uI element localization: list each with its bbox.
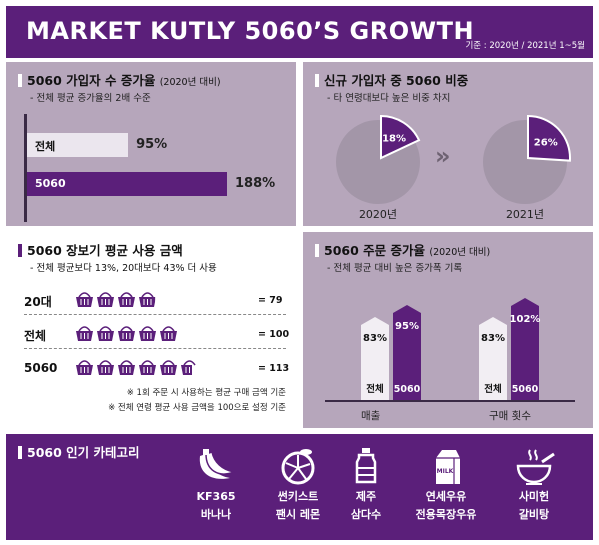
footnote: ※ 1회 주문 시 사용하는 평균 구매 금액 기준	[126, 388, 286, 398]
pie-value-label: 18%	[382, 133, 406, 144]
basket-icon	[76, 360, 93, 375]
category-line1: 사미헌	[518, 490, 550, 503]
category-line2: 갈비탕	[518, 508, 550, 521]
banana-icon	[199, 449, 237, 479]
pie-year-label: 2020년	[359, 208, 397, 221]
bar-value-label: 95%	[136, 137, 168, 152]
category-line1: 제주	[355, 490, 377, 503]
panel-subtitle: - 전체 평균 대비 높은 증가폭 기록	[327, 263, 463, 274]
bar-label: 5060	[35, 177, 66, 190]
bar-전체	[361, 317, 389, 400]
basket-icon	[181, 360, 196, 375]
panel-subtitle: - 전체 평균보다 13%, 20대보다 43% 더 사용	[30, 263, 217, 274]
row-divider	[24, 348, 286, 349]
pie-year-label: 2021년	[506, 208, 544, 221]
bar-value-label: 102%	[510, 314, 541, 325]
header-banner: MARKET KUTLY 5060’S GROWTH 기준 : 2020년 / …	[6, 6, 593, 58]
row-label: 5060	[24, 361, 58, 375]
category-item: 썬키스트 팬시 레몬	[258, 446, 338, 522]
period-basis: 기준 : 2020년 / 2021년 1~5월	[465, 41, 585, 51]
basket-icon	[118, 360, 135, 375]
pie-slice-5060	[380, 114, 421, 160]
soup-bowl-icon	[516, 449, 555, 485]
arrow-chevron-icon: »	[435, 142, 451, 170]
basket-icon	[97, 326, 114, 341]
new-subscriber-share-panel: 신규 가입자 중 5060 비중 - 타 연령대보다 높은 비중 차지 18% 2…	[303, 62, 593, 226]
pie-charts: 18% 2020년 26% 2021년	[336, 114, 571, 221]
panel-title: 5060 가입자 수 증가율 (2020년 대비)	[18, 70, 221, 89]
footnote: ※ 전체 연령 평균 사용 금액을 100으로 설정 기준	[108, 403, 286, 413]
category-line2: 팬시 레몬	[275, 508, 321, 521]
basket-icon	[97, 360, 114, 375]
category-item: MILK 연세우유 전용목장우유	[406, 446, 486, 522]
bar-5060	[393, 305, 421, 400]
category-label: 매출	[361, 410, 381, 422]
category-line1: 연세우유	[425, 490, 467, 503]
average-spend-panel: 5060 장보기 평균 사용 금액 - 전체 평균보다 13%, 20대보다 4…	[6, 232, 296, 428]
row-label: 전체	[24, 329, 47, 343]
basket-icon	[76, 326, 93, 341]
basket-icon	[160, 360, 177, 375]
milk-carton-icon: MILK	[436, 450, 460, 484]
pie-slice-5060	[527, 114, 571, 162]
bar-전체	[479, 317, 507, 400]
row-label: 20대	[24, 295, 52, 309]
bar-series-label: 5060	[512, 384, 539, 395]
category-line1: KF365	[196, 490, 236, 503]
category-label: 구매 횟수	[489, 410, 531, 422]
basket-icon	[139, 326, 156, 341]
chart-baseline	[325, 400, 575, 402]
lemon-icon	[281, 449, 315, 485]
pie-value-label: 26%	[534, 137, 558, 148]
basket-pictogram	[76, 326, 177, 341]
bar-value-label: 83%	[363, 333, 387, 344]
category-line2: 전용목장우유	[415, 508, 477, 521]
basket-icon	[118, 292, 135, 307]
panel-subtitle: - 전체 평균 증가율의 2배 수준	[30, 93, 151, 104]
basket-icon	[97, 292, 114, 307]
panel-title: 5060 장보기 평균 사용 금액	[18, 240, 183, 259]
row-divider	[24, 314, 286, 315]
row-value: = 100	[258, 329, 290, 340]
category-line1: 썬키스트	[277, 490, 319, 503]
basket-icon	[139, 292, 156, 307]
panel-title: 5060 인기 카테고리	[18, 442, 140, 461]
milk-label: MILK	[437, 468, 454, 475]
bar-axis	[24, 114, 27, 222]
basket-icon	[76, 292, 93, 307]
bar-value-label: 83%	[481, 333, 505, 344]
basket-pictogram	[76, 292, 156, 307]
bar-series-label: 전체	[484, 383, 501, 395]
panel-title: 5060 주문 증가율 (2020년 대비)	[315, 240, 490, 259]
subscriber-growth-panel: 5060 가입자 수 증가율 (2020년 대비) - 전체 평균 증가율의 2…	[6, 62, 296, 226]
bar-label: 전체	[35, 140, 56, 153]
category-item: KF365 바나나	[176, 446, 256, 522]
basket-pictogram	[76, 360, 196, 375]
panel-title: 신규 가입자 중 5060 비중	[315, 70, 468, 89]
bar-series-label: 전체	[366, 383, 383, 395]
category-line2: 삼다수	[350, 508, 382, 521]
bar-value-label: 95%	[395, 321, 419, 332]
bar-value-label: 188%	[235, 176, 276, 191]
category-item: 사미헌 갈비탕	[494, 446, 574, 522]
bar-5060: 5060	[27, 172, 227, 196]
basket-icon	[118, 326, 135, 341]
category-line2: 바나나	[200, 508, 232, 521]
basket-icon	[160, 326, 177, 341]
bar-series-label: 5060	[394, 384, 421, 395]
bar-전체: 전체	[27, 133, 129, 157]
water-bottle-icon	[355, 448, 377, 484]
row-value: = 79	[258, 295, 283, 306]
row-value: = 113	[258, 363, 290, 374]
page-title: MARKET KUTLY 5060’S GROWTH	[26, 17, 475, 45]
bar-5060	[511, 298, 539, 400]
popular-categories-panel: 5060 인기 카테고리 KF365 바나나 썬키스트 팬시 레몬 제주 삼다수	[6, 434, 593, 540]
category-item: 제주 삼다수	[326, 446, 406, 522]
panel-subtitle: - 타 연령대보다 높은 비중 차지	[327, 93, 451, 104]
order-bar-chart: 83% 전체 95% 5060 83% 전체 102% 5060	[361, 298, 541, 400]
basket-icon	[139, 360, 156, 375]
order-growth-panel: 5060 주문 증가율 (2020년 대비) - 전체 평균 대비 높은 증가폭…	[303, 232, 593, 428]
